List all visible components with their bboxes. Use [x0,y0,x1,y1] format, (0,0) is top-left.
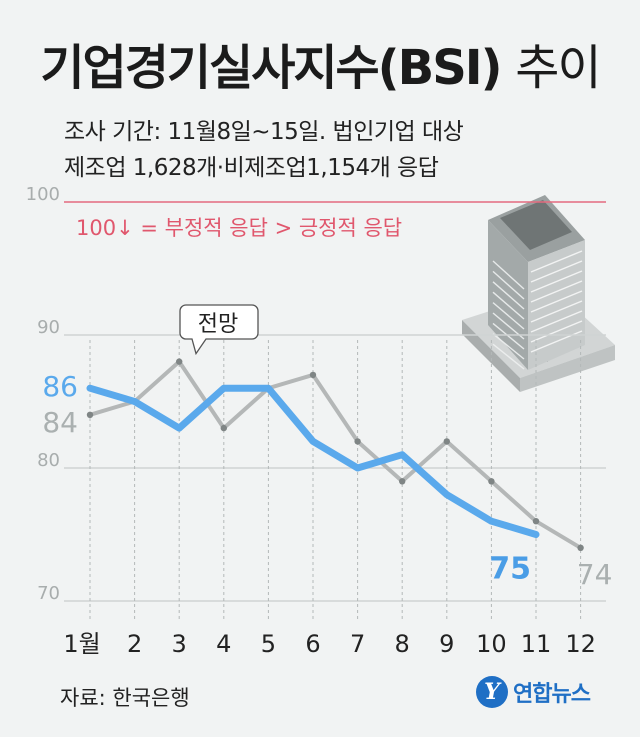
y-tick-label-70: 70 [37,583,60,604]
logo-icon: Y [476,676,508,708]
y-tick-label-100: 100 [26,184,60,205]
logo: Y 연합뉴스 [476,676,591,708]
series-1-start-label: 84 [42,406,78,439]
series-1-point-8 [399,478,406,485]
title-suffix: 추이 [515,40,601,96]
series-1-point-11 [532,518,540,525]
series-2-start-label: 86 [42,370,78,403]
series-line-2 [86,384,540,538]
reference-line: 100↓ = 부정적 응답 > 긍정적 응답 [64,201,606,240]
x-tick-label-10: 10 [476,630,507,658]
x-tick-label-6: 6 [305,630,320,658]
x-tick-label-8: 8 [395,630,410,658]
series-1-point-9 [443,438,450,445]
series-2-end-label: 75 [489,552,531,587]
callout-bubble [179,304,259,356]
series-line-1 [88,359,583,550]
y-tick-label-90: 90 [37,317,60,338]
x-tick-label-11: 11 [521,630,552,658]
series-1-end-label: 74 [577,558,613,591]
x-tick-label-2: 2 [127,630,142,658]
source-note: 자료: 한국은행 [60,686,190,710]
y-tick-label-80: 80 [37,450,60,471]
x-tick-label-12: 12 [565,630,596,658]
series-1-point-12 [577,544,584,551]
x-tick-label-1: 1월 [63,630,100,658]
series-1-point-7 [354,438,361,445]
chart-title: 기업경기실사지수(BSI) 추이 [0,28,640,98]
building-illustration [462,195,615,392]
logo-text: 연합뉴스 [513,682,591,707]
series-lines [86,358,584,551]
chart-gridlines [64,334,606,602]
series-1-point-3 [176,358,183,365]
subtitle-respondents: 제조업 1,628개·비제조업1,154개 응답 [64,155,439,181]
x-tick-label-7: 7 [350,630,365,658]
x-tick-label-4: 4 [216,630,231,658]
reference-line-label: 100↓ = 부정적 응답 > 긍정적 응답 [76,216,402,240]
chart-labels: 70 80 90 100 1월 2 3 4 5 6 7 8 9 10 11 12 84 74 86 75 전망 [26,184,613,658]
series-1-point-6 [309,371,317,379]
x-tick-label-5: 5 [261,630,276,658]
series-1-point-1 [86,411,94,418]
series-1-point-10 [488,478,495,485]
title-main: 기업경기실사지수(BSI) [40,40,502,96]
x-tick-label-9: 9 [439,630,454,658]
x-tick-label-3: 3 [172,630,187,658]
series-1-point-4 [220,424,227,432]
callout-label: 전망 [198,312,238,337]
subtitle-period: 조사 기간: 11월8일~15일. 법인기업 대상 [64,119,464,145]
